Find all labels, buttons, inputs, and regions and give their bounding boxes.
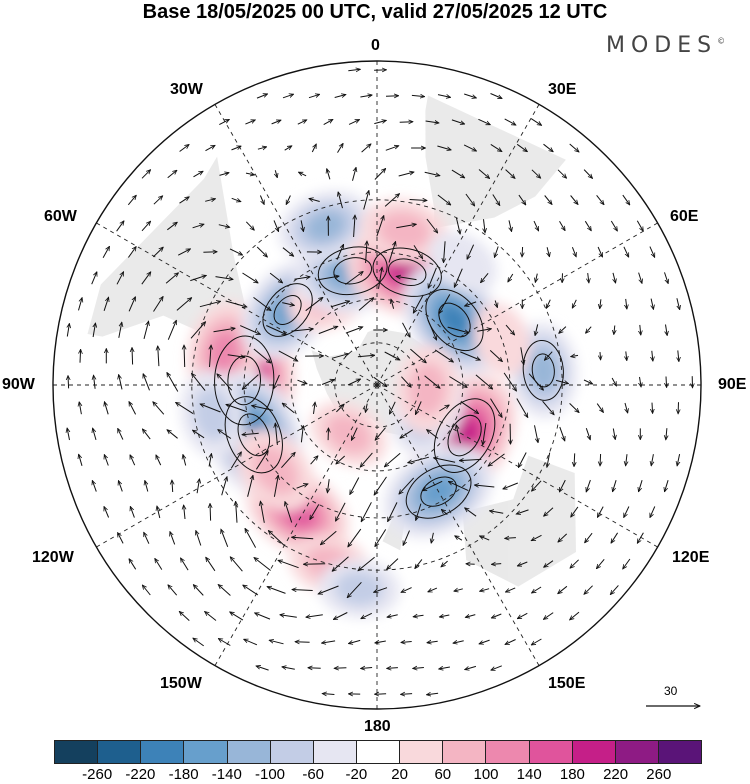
lon-label-120w: 120W [32,549,74,567]
lon-label-90w: 90W [2,376,35,394]
colorbar-tick-label: -260 [82,766,112,783]
lon-label-150e: 150E [548,675,585,693]
colorbar-swatch [184,741,227,763]
colorbar-tick-label: 140 [517,766,542,783]
colorbar-swatch [98,741,141,763]
wind-arrow [80,349,81,362]
colorbar-swatch [573,741,616,763]
colorbar-tick-label: -220 [125,766,155,783]
colorbar-tick-label: 180 [560,766,585,783]
wind-arrow [386,96,399,97]
colorbar-swatch [443,741,486,763]
colorbar-tick-label: -60 [302,766,324,783]
wind-arrow [132,348,133,365]
colorbar-swatch [400,741,443,763]
colorbar-swatch [616,741,659,763]
lon-label-180: 180 [364,718,391,736]
lon-label-30w: 30W [170,81,203,99]
wind-arrow [203,252,217,253]
colorbar-swatch [659,741,701,763]
colorbar [54,740,702,764]
colorbar-tick-label: -180 [169,766,199,783]
colorbar-swatch [55,741,98,763]
colorbar-tick-label: 60 [434,766,451,783]
colorbar-tick-label: -100 [255,766,285,783]
colorbar-swatch [357,741,400,763]
reference-vector-label: 30 [664,684,677,698]
wind-arrow [308,668,321,669]
colorbar-ticks: -260 -220 -180 -140 -100 -60 -20 20 60 100 140 180 2… [0,766,750,784]
colorbar-tick-label: 20 [391,766,408,783]
colorbar-tick-label: 260 [646,766,671,783]
lon-label-120e: 120E [672,549,709,567]
lon-label-0: 0 [371,37,380,55]
lon-label-30e: 30E [548,81,576,99]
wind-arrow [666,377,667,388]
colorbar-swatch [228,741,271,763]
wind-arrow [68,376,69,389]
wind-arrow [184,345,185,367]
colorbar-tick-label: -20 [346,766,368,783]
colorbar-swatch [530,741,573,763]
wind-arrow [210,503,211,520]
wind-arrow [600,352,601,360]
wind-arrow [522,247,523,257]
colorbar-swatch [486,741,529,763]
lon-label-150w: 150W [160,675,202,693]
colorbar-swatch [141,741,184,763]
wind-arrow [334,668,346,669]
lon-label-90e: 90E [718,376,746,394]
wind-arrow [600,454,601,466]
colorbar-swatch [314,741,357,763]
lon-label-60w: 60W [44,208,77,226]
wind-arrow [652,403,653,414]
wind-arrow [400,122,413,123]
wind-arrow [295,642,310,643]
lon-label-60e: 60E [670,208,698,226]
colorbar-tick-label: 220 [603,766,628,783]
colorbar-tick-label: -140 [212,766,242,783]
colorbar-tick-label: 100 [473,766,498,783]
wind-arrow [574,453,575,466]
colorbar-swatch [271,741,314,763]
